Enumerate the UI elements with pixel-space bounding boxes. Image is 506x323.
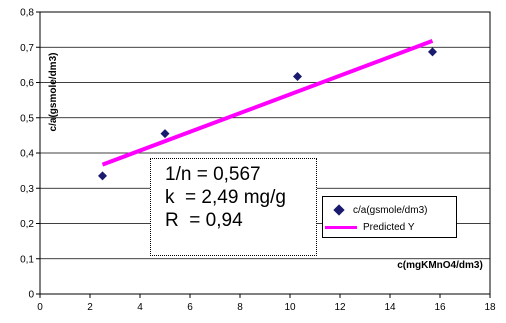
data-points (98, 47, 437, 181)
data-point-2 (160, 129, 170, 139)
x-tick-label: 16 (434, 302, 446, 313)
annotation-line-3: R = 0,94 (165, 210, 243, 231)
annotation-line-2: k = 2,49 mg/g (165, 187, 286, 208)
data-point-1 (98, 171, 107, 181)
plot-area-frame (39, 11, 491, 295)
y-tick-label: 0,3 (20, 184, 34, 195)
legend-entry-observed: c/a(gsmole/dm3) (323, 203, 427, 217)
x-tick-label: 0 (37, 302, 43, 313)
magenta-line-icon (325, 225, 357, 229)
x-tick-label: 12 (334, 302, 346, 313)
x-axis-title: c(mgKMnO4/dm3) (397, 260, 483, 271)
x-tick-label: 10 (284, 302, 296, 313)
y-tick-label: 0,7 (20, 43, 34, 54)
legend-label-observed: c/a(gsmole/dm3) (353, 204, 428, 216)
legend-entry-predicted: Predicted Y (323, 220, 415, 234)
y-tick-label: 0 (28, 290, 34, 301)
x-tick-label: 14 (384, 302, 396, 313)
legend-label-predicted: Predicted Y (363, 221, 415, 233)
x-tick-label: 6 (187, 302, 193, 313)
y-tick-labels: 0 0,1 0,2 0,3 0,4 0,5 0,6 0,7 0,8 (20, 8, 34, 301)
y-tick-label: 0,2 (20, 219, 34, 230)
annotation-line-1: 1/n = 0,567 (165, 164, 261, 185)
predicted-y-line-group (101, 39, 434, 167)
regression-annotation-box: 1/n = 0,567 k = 2,49 mg/g R = 0,94 (150, 158, 317, 256)
y-tick-label: 0,6 (20, 78, 34, 89)
y-tick-label: 0,4 (20, 149, 34, 160)
legend: c/a(gsmole/dm3) Predicted Y (322, 196, 457, 238)
y-tick-label: 0,8 (20, 8, 34, 19)
diamond-marker-icon (333, 204, 345, 216)
x-tick-label: 2 (87, 302, 93, 313)
x-tick-label: 8 (237, 302, 243, 313)
data-point-3 (293, 72, 302, 82)
predicted-y-line (101, 39, 434, 167)
x-tick-label: 4 (137, 302, 143, 313)
y-tick-label: 0,5 (20, 113, 34, 124)
x-tick-labels: 0 2 4 6 8 10 12 14 16 18 (37, 302, 496, 313)
x-tick-label: 18 (484, 302, 496, 313)
y-axis-title: c/a(gsmole/dm3) (48, 53, 59, 132)
data-point-4 (428, 47, 437, 57)
y-tick-label: 0,1 (20, 254, 34, 265)
